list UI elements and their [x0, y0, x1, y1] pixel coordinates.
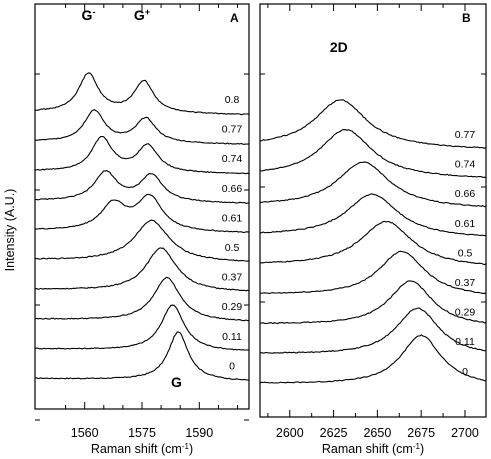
series-line — [34, 170, 249, 204]
panel-b-letter: B — [462, 11, 471, 25]
series-label: 0.37 — [222, 272, 243, 284]
panel-b: B 2600 2625 2650 2675 2700 00.110.290.370.50… — [259, 3, 487, 457]
series-label: 0.61 — [455, 218, 476, 230]
peak-label: 2D — [330, 39, 348, 55]
series-label: 0.74 — [455, 159, 476, 171]
series-line — [259, 129, 487, 179]
series-line — [34, 109, 250, 145]
x-tick-label: 2650 — [363, 426, 391, 440]
series-line — [34, 276, 249, 322]
series-line — [34, 193, 250, 233]
x-tick-label: 1560 — [71, 426, 99, 440]
series-line — [259, 193, 487, 237]
series-label: 0.66 — [222, 183, 243, 195]
panel-b-curves — [259, 99, 487, 384]
x-tick-label: 1575 — [128, 426, 156, 440]
peak-label: G+ — [134, 7, 150, 23]
series-label: 0.77 — [222, 124, 243, 136]
peak-label: G- — [82, 7, 96, 23]
y-axis-label: Intensity (A.U.) — [3, 189, 17, 272]
series-label: 0.37 — [455, 277, 476, 289]
panel-a-peak-labels: G- G+ G — [82, 7, 182, 390]
series-label: 0 — [229, 360, 235, 372]
series-label: 0.29 — [222, 301, 243, 313]
series-line — [259, 220, 487, 266]
series-line — [259, 161, 487, 208]
series-line — [259, 334, 487, 384]
series-line — [34, 219, 250, 262]
series-line — [259, 250, 487, 295]
series-line — [259, 99, 487, 149]
x-tick-label: 1590 — [185, 426, 213, 440]
series-label: 0 — [462, 366, 468, 378]
panel-b-frame — [259, 3, 487, 418]
panel-a: A 1560 1575 1590 00.110.290.370.50.610.660… — [34, 3, 250, 457]
series-line — [34, 72, 250, 116]
x-tick-label: 2600 — [276, 426, 304, 440]
x-tick-label: 2625 — [320, 426, 348, 440]
series-label: 0.66 — [455, 188, 476, 200]
series-label: 0.11 — [222, 331, 242, 343]
panel-a-ticks: 1560 1575 1590 — [35, 4, 249, 440]
panel-b-x-axis-label: Raman shift (cm-1) — [322, 442, 424, 457]
panel-a-x-axis-label: Raman shift (cm-1) — [91, 442, 193, 457]
series-label: 0.5 — [225, 242, 240, 254]
series-line — [35, 331, 250, 381]
series-label: 0.5 — [458, 247, 473, 259]
panel-b-ticks: 2600 2625 2650 2675 2700 — [260, 4, 486, 440]
panel-a-letter: A — [230, 11, 239, 25]
panel-a-curves — [34, 72, 250, 381]
series-line — [34, 304, 250, 351]
series-label: 0.11 — [455, 336, 475, 348]
panel-b-curve-labels: 0 0.11 0.29 0.37 0.5 0.61 0.66 0.74 0.77 — [455, 129, 476, 378]
x-tick-label: 2675 — [407, 426, 435, 440]
series-line — [34, 247, 250, 292]
series-line — [34, 135, 250, 175]
series-label: 0.77 — [455, 129, 476, 141]
series-label: 0.8 — [225, 94, 240, 106]
panel-b-peak-labels: 2D — [330, 39, 348, 55]
series-label: 0.29 — [455, 307, 476, 319]
series-line — [259, 307, 486, 354]
peak-label: G — [171, 374, 182, 390]
panel-a-curve-labels: 0 0.11 0.29 0.37 0.5 0.61 0.66 0.74 0.77 0.8 — [222, 94, 243, 372]
series-label: 0.61 — [222, 212, 243, 224]
series-label: 0.74 — [222, 153, 243, 165]
series-line — [260, 280, 487, 325]
x-tick-label: 2700 — [451, 426, 479, 440]
